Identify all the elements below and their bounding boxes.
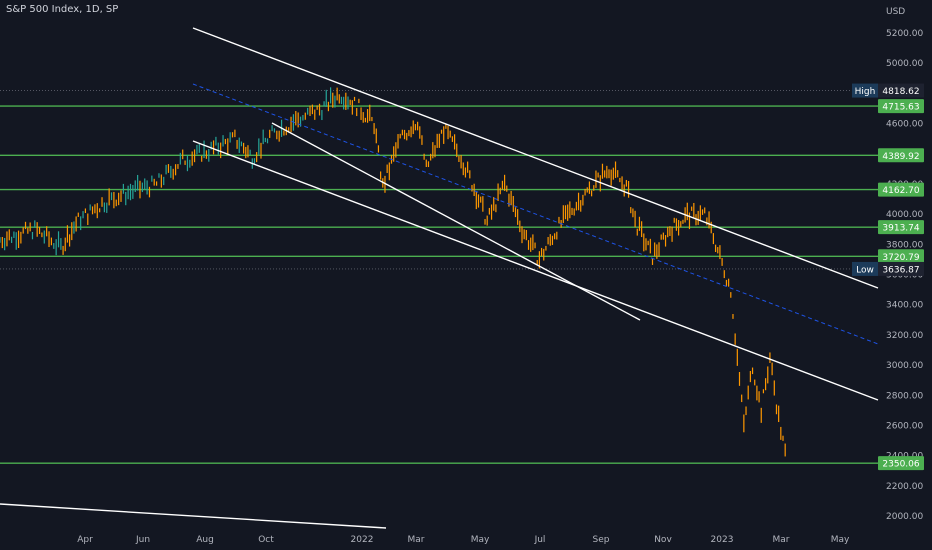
y-tick-label: 2000.00 <box>886 512 923 522</box>
y-tick-label: 2200.00 <box>886 482 923 492</box>
dashed-trend-line[interactable] <box>192 83 879 345</box>
marker-name: High <box>855 87 876 97</box>
price-level-tag <box>878 182 924 197</box>
y-tick-label: 4000.00 <box>886 210 923 220</box>
chart-title: S&P 500 Index, 1D, SP <box>6 4 119 15</box>
x-tick-label: May <box>471 535 490 545</box>
marker-name-tag <box>852 83 878 98</box>
currency-label: USD <box>886 7 905 17</box>
x-tick-label: Oct <box>258 535 274 545</box>
trend-line[interactable] <box>271 122 641 321</box>
marker-value: 3636.87 <box>882 265 919 275</box>
price-level-value: 3720.79 <box>882 253 919 263</box>
price-level-tag <box>878 456 924 471</box>
price-level-tag <box>878 249 924 264</box>
x-tick-label: Jun <box>135 535 150 545</box>
y-tick-label: 3200.00 <box>886 331 923 341</box>
marker-value-tag <box>878 261 924 276</box>
x-tick-label: Nov <box>654 535 672 545</box>
marker-value: 4818.62 <box>882 87 919 97</box>
marker-name-tag <box>852 261 878 276</box>
x-tick-label: Apr <box>77 535 93 545</box>
price-level-value: 4715.63 <box>882 103 919 113</box>
y-tick-label: 2800.00 <box>886 391 923 401</box>
price-level-tag <box>878 99 924 114</box>
x-tick-label: 2023 <box>711 535 734 545</box>
x-tick-label: 2022 <box>351 535 374 545</box>
price-level-value: 3913.74 <box>882 224 919 234</box>
y-tick-label: 3800.00 <box>886 240 923 250</box>
trend-line[interactable] <box>0 503 387 529</box>
y-tick-label: 5200.00 <box>886 29 923 39</box>
y-tick-label: 5000.00 <box>886 59 923 69</box>
y-tick-label: 4600.00 <box>886 120 923 130</box>
price-level-tag <box>878 148 924 163</box>
x-tick-label: May <box>831 535 850 545</box>
price-level-value: 4389.92 <box>882 152 919 162</box>
trend-line[interactable] <box>192 140 879 401</box>
price-level-value: 4162.70 <box>882 186 919 196</box>
x-tick-label: Mar <box>773 535 790 545</box>
x-tick-label: Aug <box>196 535 214 545</box>
x-tick-label: Jul <box>534 535 546 545</box>
y-tick-label: 3000.00 <box>886 361 923 371</box>
y-tick-label: 3400.00 <box>886 301 923 311</box>
marker-value-tag <box>878 83 924 98</box>
y-tick-label: 2600.00 <box>886 421 923 431</box>
price-level-tag <box>878 220 924 235</box>
price-level-value: 2350.06 <box>882 460 919 470</box>
x-tick-label: Mar <box>408 535 425 545</box>
marker-name: Low <box>856 265 874 275</box>
trend-line[interactable] <box>192 27 879 289</box>
x-tick-label: Sep <box>593 535 610 545</box>
